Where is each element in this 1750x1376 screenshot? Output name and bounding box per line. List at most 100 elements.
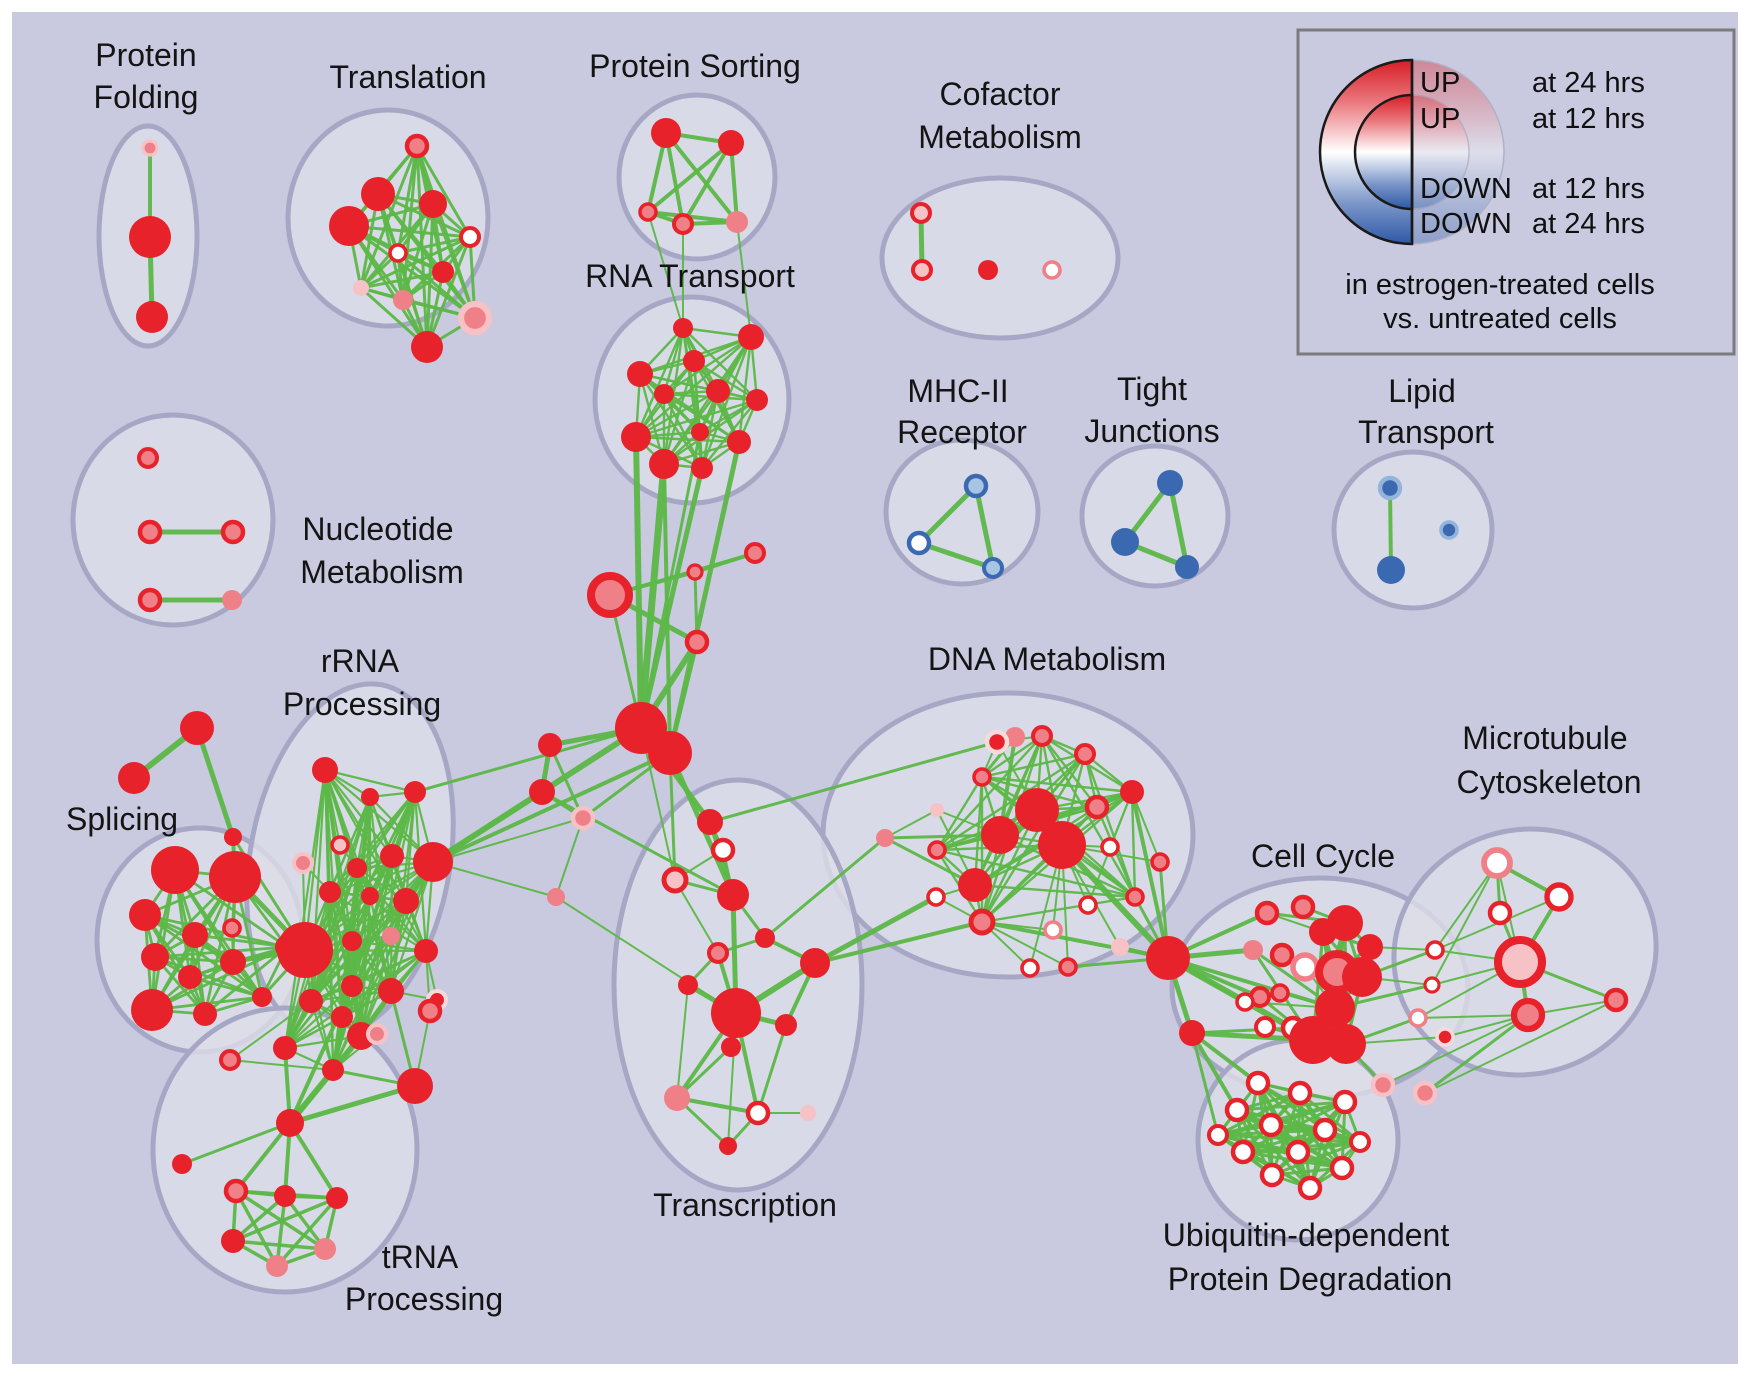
network-edge <box>309 999 335 1072</box>
node-tx1 <box>697 809 723 835</box>
legend-up24-time: at 24 hrs <box>1532 67 1645 99</box>
node-rr17 <box>378 978 404 1004</box>
node-nm4 <box>137 587 163 613</box>
cluster-ellipse-cofactor-metabolism <box>879 175 1121 341</box>
node-ce1 <box>1370 1072 1396 1098</box>
node-cc17 <box>1289 1016 1337 1064</box>
node-tn4 <box>274 1185 296 1207</box>
network-edge <box>288 1121 339 1200</box>
node-tx9 <box>711 988 761 1038</box>
node-rt5 <box>706 379 730 403</box>
network-edge <box>283 795 372 1050</box>
node-mt9 <box>1408 1008 1428 1028</box>
node-rr26 <box>365 1022 389 1046</box>
cluster-label-microtubule-cytoskeleton-line2: Cytoskeleton <box>1457 764 1642 800</box>
network-edge <box>676 984 689 1099</box>
cluster-label-trna-processing-line2: Processing <box>345 1281 503 1317</box>
network-edge <box>1434 862 1498 951</box>
legend-up24-label: UP <box>1420 67 1460 99</box>
cluster-ellipse-mhc-ii-receptor <box>883 437 1041 587</box>
node-tx6 <box>706 941 730 965</box>
node-tr2 <box>361 177 395 211</box>
cluster-label-rrna-processing-line1: rRNA <box>321 643 400 679</box>
node-tr8 <box>353 280 369 296</box>
node-cc10 <box>1342 957 1382 997</box>
network-edge <box>662 389 720 466</box>
node-sp1 <box>151 846 199 894</box>
network-edge <box>350 939 428 953</box>
node-tn7 <box>314 1238 336 1260</box>
node-cf1 <box>909 201 933 225</box>
node-rr14 <box>382 927 400 945</box>
node-dm23 <box>1058 957 1078 977</box>
network-edge <box>432 861 557 898</box>
cluster-label-tight-junctions-line2: Junctions <box>1084 413 1219 449</box>
network-edge <box>1216 1133 1344 1170</box>
node-cc16 <box>1315 988 1355 1028</box>
node-dm12 <box>958 868 992 902</box>
network-edge <box>646 141 733 214</box>
network-edge <box>664 131 685 226</box>
network-edge <box>916 483 979 546</box>
network-edge <box>638 372 704 470</box>
network-edge <box>275 1196 339 1268</box>
network-edge <box>231 1196 339 1243</box>
node-dm21 <box>1111 938 1129 956</box>
network-edge <box>1190 1031 1220 1137</box>
network-edge <box>432 817 584 863</box>
node-cn3 <box>587 572 633 618</box>
node-tx11 <box>721 1037 741 1057</box>
network-edge <box>1190 1031 1260 1085</box>
node-mt4 <box>1494 936 1546 988</box>
node-sp6 <box>141 943 169 971</box>
node-sp4 <box>182 922 208 948</box>
legend-down24-label: DOWN <box>1420 208 1512 240</box>
network-edge <box>634 326 685 439</box>
network-edge <box>700 335 753 470</box>
network-edge <box>681 326 704 470</box>
network-edge <box>153 945 289 959</box>
cluster-label-rrna-processing-line2: Processing <box>283 686 441 722</box>
node-sp10 <box>193 1002 217 1026</box>
node-dm11 <box>1038 821 1086 869</box>
network-edge <box>1130 790 1170 960</box>
cluster-ellipse-trna-processing <box>150 1005 420 1295</box>
node-tr3 <box>419 190 447 218</box>
node-tn3 <box>223 1178 249 1204</box>
network-edge <box>737 335 753 444</box>
network-edge <box>555 817 584 898</box>
node-sp3 <box>129 899 161 931</box>
network-edge <box>763 836 887 940</box>
network-edge <box>323 768 417 794</box>
network-edge <box>283 768 327 1050</box>
network-edge <box>203 945 289 1016</box>
network-edge <box>1216 1133 1362 1144</box>
node-ub6 <box>1312 1117 1338 1143</box>
node-ub3 <box>1332 1089 1358 1115</box>
node-dm_link <box>1005 727 1025 747</box>
cluster-label-ubiquitin-degradation-line2: Protein Degradation <box>1168 1261 1453 1297</box>
network-edge <box>980 895 1137 924</box>
node-dm14 <box>1100 837 1120 857</box>
node-dm17 <box>968 908 996 936</box>
cluster-label-cofactor-metabolism-line1: Cofactor <box>940 76 1061 112</box>
cluster-label-protein-folding-line2: Folding <box>94 79 199 115</box>
cluster-label-microtubule-cytoskeleton-line1: Microtubule <box>1462 720 1627 756</box>
node-tx14 <box>800 1105 816 1121</box>
node-rr1 <box>312 757 338 783</box>
network-edge <box>674 879 719 954</box>
network-edge <box>359 270 445 290</box>
network-edge <box>347 224 472 239</box>
network-edge <box>1423 1013 1530 1095</box>
node-tn2 <box>172 1154 192 1174</box>
network-edge <box>173 868 264 999</box>
network-edge <box>231 1239 327 1251</box>
cluster-label-splicing: Splicing <box>66 801 178 837</box>
node-tx13 <box>745 1100 771 1126</box>
network-edge <box>980 775 1134 794</box>
node-rr22 <box>273 1036 297 1060</box>
node-tr1 <box>404 133 430 159</box>
node-dm8 <box>1084 794 1110 820</box>
network-edge <box>736 221 752 338</box>
node-rr2 <box>361 788 379 806</box>
